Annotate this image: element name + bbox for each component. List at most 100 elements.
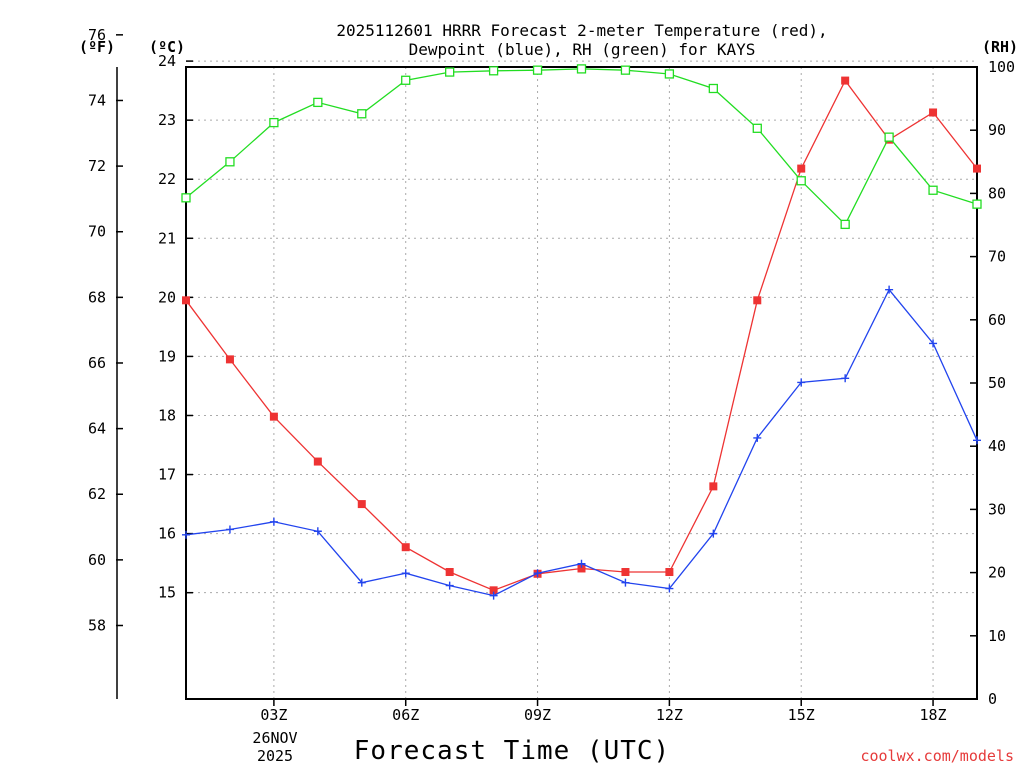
rh-point [532, 65, 543, 75]
temperature-point [401, 543, 410, 552]
temperature-point [973, 164, 981, 173]
fahrenheit-tick-label: 68 [88, 288, 106, 306]
temperature-point [621, 568, 630, 577]
rh-tick-label: 70 [988, 248, 1006, 266]
celsius-unit-label: (ºC) [149, 38, 185, 56]
rh-tick-label: 100 [988, 58, 1015, 76]
dewpoint-point [269, 517, 278, 526]
dewpoint-point [797, 378, 806, 387]
temperature-point [445, 568, 454, 577]
celsius-tick-label: 20 [158, 288, 176, 306]
rh-point [664, 69, 675, 79]
rh-point [620, 65, 631, 75]
chart-title-line-2: Dewpoint (blue), RH (green) for KAYS [409, 40, 756, 59]
fahrenheit-tick-label: 66 [88, 354, 106, 372]
rh-point [225, 157, 235, 167]
dewpoint-point [445, 581, 454, 590]
rh-line [185, 68, 978, 226]
dewpoint-point [885, 285, 894, 294]
temperature-point [357, 500, 366, 509]
x-tick-label: 18Z [920, 706, 947, 724]
rh-tick-label: 0 [988, 690, 997, 708]
rh-tick-label: 30 [988, 500, 1006, 518]
temperature-point [929, 108, 938, 117]
rh-tick-label: 10 [988, 627, 1006, 645]
dewpoint-point [357, 578, 366, 587]
rh-point [401, 75, 411, 85]
chart-title-line-1: 2025112601 HRRR Forecast 2-meter Tempera… [336, 21, 827, 40]
dewpoint-point [709, 529, 718, 538]
dewpoint-point [973, 436, 981, 445]
rh-tick-label: 80 [988, 184, 1006, 202]
rh-tick-label: 60 [988, 311, 1006, 329]
axis-ticks: 03Z 06Z 09Z 12Z 15Z 18Z 15 16 17 18 19 20 21 22 23 24 58… [88, 26, 1015, 724]
dewpoint-point [401, 569, 410, 578]
rh-point [884, 132, 894, 142]
rh-point [445, 67, 455, 77]
temperature-point [577, 564, 586, 573]
rh-point [708, 83, 718, 94]
temperature-point [797, 164, 806, 173]
rh-point [313, 97, 323, 108]
celsius-tick-label: 17 [158, 466, 176, 484]
rh-point [840, 219, 850, 230]
temperature-point [841, 76, 850, 85]
rh-point [972, 199, 982, 209]
x-tick-label: 12Z [656, 706, 683, 724]
temperature-point [313, 457, 322, 466]
rh-point [269, 117, 279, 128]
grid-lines [186, 60, 977, 699]
series-layer [181, 64, 982, 600]
temperature-point [709, 482, 718, 491]
temperature-point [753, 296, 762, 305]
dewpoint-point [225, 525, 234, 534]
x-axis-title: Forecast Time (UTC) [354, 736, 670, 766]
site-credit: coolwx.com/models [860, 747, 1014, 765]
x-tick-label: 03Z [260, 706, 287, 724]
temperature-point [269, 412, 278, 421]
celsius-tick-label: 15 [158, 584, 176, 602]
date-label-year: 2025 [257, 747, 293, 765]
date-label-day: 26NOV [252, 729, 297, 747]
x-tick-label: 09Z [524, 706, 551, 724]
temperature-point [665, 568, 674, 577]
dewpoint-point [182, 530, 190, 539]
rh-point [576, 64, 587, 74]
dewpoint-line [185, 288, 978, 597]
rh-tick-label: 20 [988, 564, 1006, 582]
temperature-point [225, 355, 234, 364]
dewpoint-point [577, 559, 586, 568]
fahrenheit-tick-label: 70 [88, 223, 106, 241]
celsius-tick-label: 22 [158, 170, 176, 188]
fahrenheit-tick-label: 62 [88, 485, 106, 503]
celsius-tick-label: 18 [158, 406, 176, 424]
celsius-tick-label: 21 [158, 229, 176, 247]
temperature-point [182, 296, 190, 305]
dewpoint-point [929, 339, 938, 348]
fahrenheit-tick-label: 60 [88, 551, 106, 569]
fahrenheit-unit-label: (ºF) [79, 38, 115, 56]
rh-point [181, 193, 191, 203]
rh-point [752, 123, 762, 133]
rh-tick-label: 40 [988, 437, 1006, 455]
rh-tick-label: 50 [988, 374, 1006, 392]
dewpoint-point [489, 591, 498, 600]
dewpoint-point [665, 584, 674, 593]
celsius-tick-label: 16 [158, 525, 176, 543]
temperature-point [489, 586, 498, 595]
x-tick-label: 06Z [392, 706, 419, 724]
rh-unit-label: (RH) [982, 38, 1018, 56]
dewpoint-point [313, 527, 322, 536]
temperature-line [185, 79, 978, 591]
fahrenheit-tick-label: 58 [88, 616, 106, 634]
rh-tick-label: 90 [988, 121, 1006, 139]
plot-frame [185, 66, 978, 700]
fahrenheit-tick-label: 74 [88, 91, 106, 109]
x-tick-label: 15Z [788, 706, 815, 724]
rh-point [357, 109, 367, 119]
dewpoint-point [621, 578, 630, 587]
fahrenheit-tick-label: 76 [88, 26, 106, 44]
fahrenheit-tick-label: 72 [88, 157, 106, 175]
celsius-tick-label: 19 [158, 347, 176, 365]
